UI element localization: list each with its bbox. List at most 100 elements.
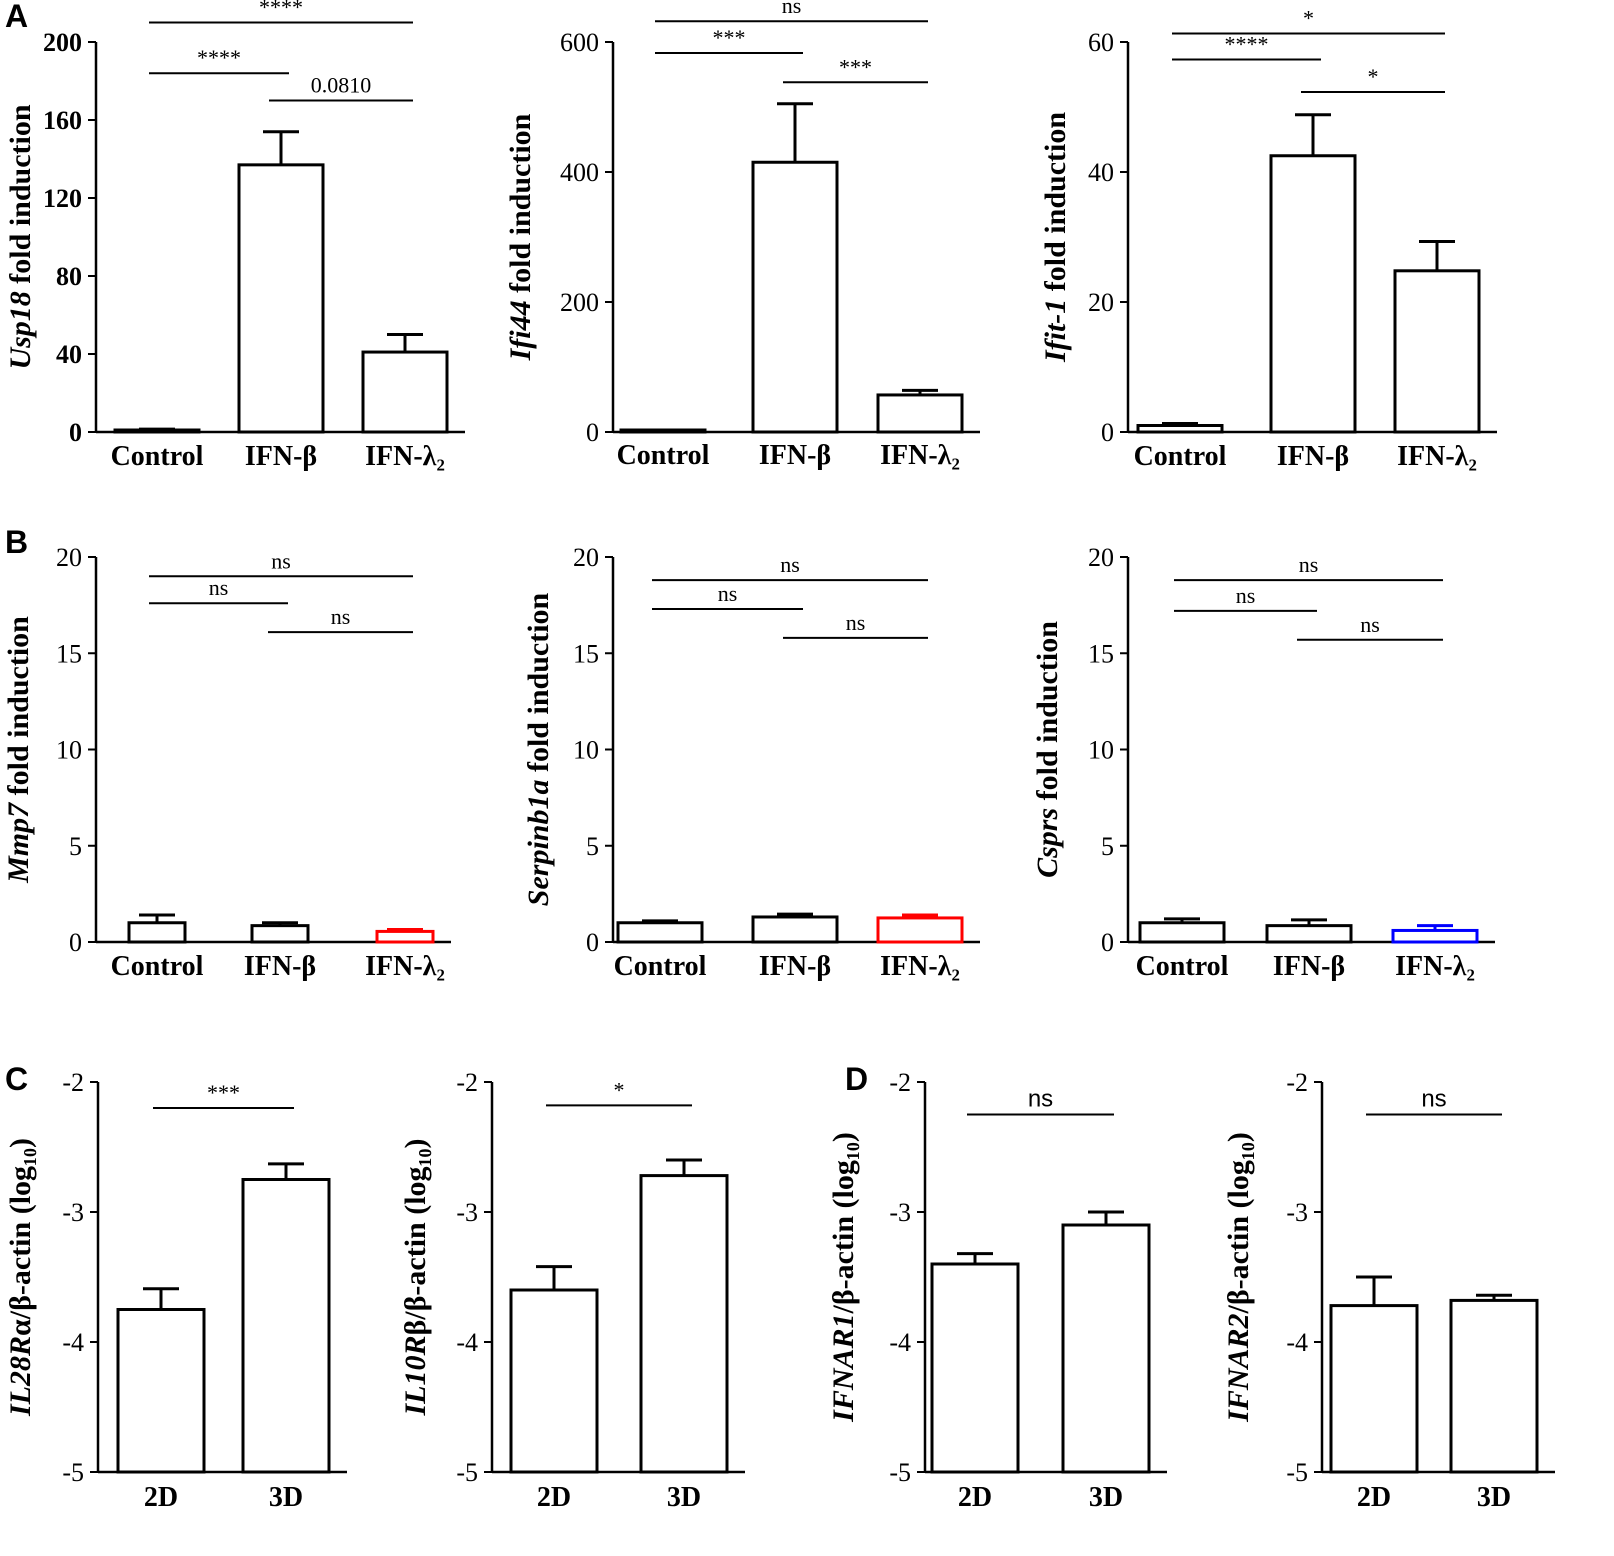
y-tick-label: 200 (560, 288, 599, 317)
chart-b2: 0 5 10 15 20 Control IFN-β IFN-λ₂ ns ns ns Serpinb1… (522, 543, 980, 982)
y-tick-label: 5 (586, 832, 599, 861)
y-axis-label: Ifit-1 fold induction (1039, 112, 1072, 363)
category-label: Control (614, 951, 707, 982)
y-axis-label: Usp18 fold induction (4, 104, 37, 369)
category-label: Control (1134, 441, 1227, 472)
y-tick-label: -2 (1286, 1068, 1308, 1097)
y-axis-label-rest: fold induction (504, 113, 537, 300)
category-label: Control (1136, 951, 1229, 982)
bar-3 (1391, 928, 1479, 944)
significance-label: **** (259, 0, 303, 20)
significance-label: * (614, 1077, 625, 1102)
category-label: IFN-β (1273, 951, 1345, 982)
category-label: 2D (144, 1482, 178, 1513)
bar-2 (751, 915, 839, 944)
category-label: 3D (667, 1482, 701, 1513)
bar-3 (361, 350, 449, 434)
significance-label: *** (839, 54, 872, 79)
y-tick-label: 15 (573, 639, 599, 668)
chart-b1: 0 5 10 15 20 Control IFN-β IFN-λ₂ ns ns ns Mmp7 fol… (2, 543, 451, 982)
y-axis-label: Serpinb1a fold induction (522, 592, 555, 906)
significance-label: ns (1299, 552, 1319, 577)
y-tick-label: 20 (573, 543, 599, 572)
y-tick-label: 0 (1101, 928, 1114, 957)
y-tick-label: -4 (62, 1328, 84, 1357)
y-axis-label-gene: Csprs (1031, 808, 1064, 878)
y-tick-label: 0 (586, 928, 599, 957)
significance-label: ns (846, 610, 866, 635)
bar-3 (876, 393, 964, 434)
y-axis-label-rest: /β-actin (log₁₀) (1222, 1132, 1255, 1314)
significance-label: 0.0810 (311, 73, 372, 98)
category-label: 2D (958, 1482, 992, 1513)
panel-letter-c: C (5, 1061, 28, 1097)
bar-3 (1393, 269, 1481, 434)
y-axis-label-gene: Ifi44 (504, 300, 537, 361)
category-label: Control (617, 440, 710, 471)
y-axis-label-rest: fold induction (522, 592, 555, 779)
y-tick-label: 200 (43, 28, 82, 57)
y-axis-label-gene: IFNAR1 (827, 1313, 860, 1422)
bar-1 (1329, 1304, 1419, 1474)
category-label: IFN-β (1277, 441, 1349, 472)
y-axis-label-gene: IL10R (399, 1336, 432, 1417)
significance-label: ns (209, 575, 229, 600)
significance-label: *** (207, 1080, 240, 1105)
panel-letter-d: D (845, 1061, 868, 1097)
y-tick-label: -4 (889, 1328, 911, 1357)
y-tick-label: 20 (1088, 543, 1114, 572)
y-axis-label-rest: fold induction (1031, 621, 1064, 808)
y-tick-label: 60 (1088, 28, 1114, 57)
chart-a1: 0 40 80 120 160 200 Control IFN-β IFN-λ₂ **** ****… (4, 0, 465, 472)
significance-label: **** (197, 45, 241, 70)
y-tick-label: 5 (69, 832, 82, 861)
category-label: IFN-λ₂ (365, 441, 445, 472)
category-label: IFN-β (245, 441, 317, 472)
y-tick-label: -4 (456, 1328, 478, 1357)
significance-label: * (1303, 6, 1314, 31)
y-tick-label: -5 (889, 1458, 911, 1487)
category-label: IFN-β (759, 951, 831, 982)
category-label: IFN-β (244, 951, 316, 982)
category-label: 2D (537, 1482, 571, 1513)
y-tick-label: -4 (1286, 1328, 1308, 1357)
chart-b3: 0 5 10 15 20 Control IFN-β IFN-λ₂ ns ns ns Csprs fo… (1031, 543, 1495, 982)
y-tick-label: 0 (69, 418, 82, 447)
y-tick-label: -5 (456, 1458, 478, 1487)
y-tick-label: 20 (56, 543, 82, 572)
y-axis-label-rest: fold induction (4, 104, 37, 291)
y-tick-label: 120 (43, 184, 82, 213)
significance-label: *** (713, 25, 746, 50)
significance-label: ns (331, 604, 351, 629)
y-axis-label-greek: β (399, 1320, 432, 1336)
category-label: IFN-λ₂ (880, 440, 960, 471)
y-tick-label: 0 (586, 418, 599, 447)
chart-c1: -5 -4 -3 -2 2D 3D *** IL28Rα/β-actin (log₁₀) (4, 1068, 347, 1513)
y-axis-label-gene: Ifit-1 (1039, 299, 1072, 363)
bar-1 (116, 1308, 206, 1474)
y-axis-label-gene: Serpinb1a (522, 780, 555, 907)
category-label: IFN-λ₂ (1395, 951, 1475, 982)
significance-label: ns (782, 0, 802, 18)
chart-c2: -5 -4 -3 -2 2D 3D * IL10Rβ/β-actin (log₁₀) (399, 1068, 745, 1513)
y-tick-label: 0 (1101, 418, 1114, 447)
y-tick-label: 40 (56, 340, 82, 369)
y-axis-label-gene: Usp18 (4, 291, 37, 369)
y-axis-label: Ifi44 fold induction (504, 113, 537, 361)
y-axis-label-rest: fold induction (1039, 112, 1072, 299)
bar-2 (751, 160, 839, 434)
y-axis-label-rest: /β-actin (log₁₀) (4, 1138, 37, 1320)
y-tick-label: -5 (1286, 1458, 1308, 1487)
y-axis-label: Csprs fold induction (1031, 621, 1064, 878)
category-label: Control (111, 951, 204, 982)
category-label: 3D (1477, 1482, 1511, 1513)
panel-letter-a: A (5, 0, 28, 34)
y-tick-label: 15 (1088, 639, 1114, 668)
y-axis-label: IL28Rα/β-actin (log₁₀) (4, 1138, 37, 1417)
significance-label: ns (1028, 1086, 1053, 1113)
y-tick-label: 20 (1088, 288, 1114, 317)
significance-label: ns (271, 548, 291, 573)
